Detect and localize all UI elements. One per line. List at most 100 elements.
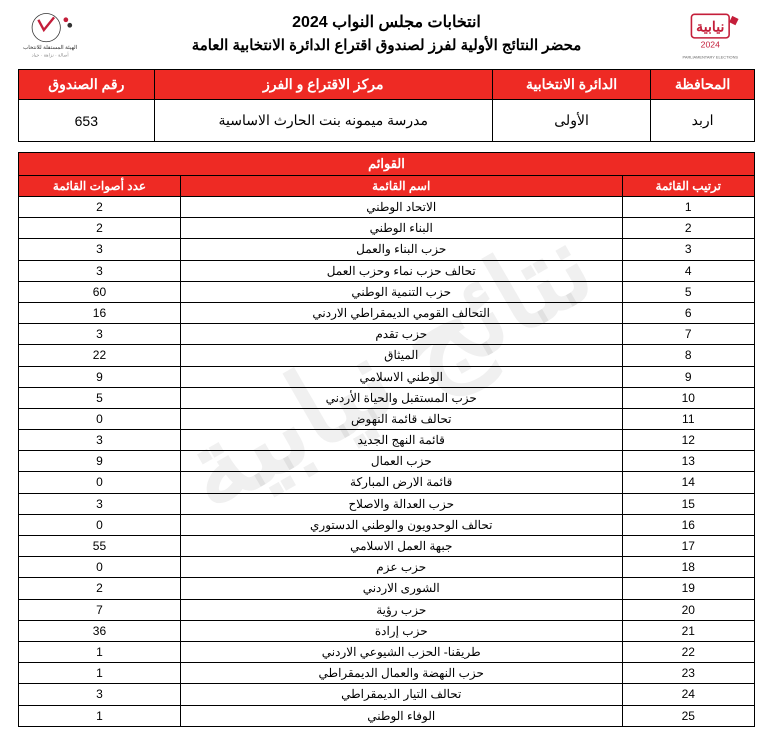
cell-rank: 20 <box>622 599 754 620</box>
cell-rank: 11 <box>622 408 754 429</box>
info-header-row: المحافظة الدائرة الانتخابية مركز الاقترا… <box>19 70 755 100</box>
cell-name: جبهة العمل الاسلامي <box>180 536 622 557</box>
table-row: 19الشورى الاردني2 <box>19 578 755 599</box>
cell-name: حزب عزم <box>180 557 622 578</box>
table-row: 21حزب إرادة36 <box>19 620 755 641</box>
cell-name: حزب العدالة والاصلاح <box>180 493 622 514</box>
cell-name: حزب التنمية الوطني <box>180 281 622 302</box>
cell-rank: 14 <box>622 472 754 493</box>
table-row: 15حزب العدالة والاصلاح3 <box>19 493 755 514</box>
cell-votes: 2 <box>19 197 181 218</box>
cell-name: الشورى الاردني <box>180 578 622 599</box>
cell-name: الاتحاد الوطني <box>180 197 622 218</box>
cell-name: حزب العمال <box>180 451 622 472</box>
cell-votes: 3 <box>19 239 181 260</box>
table-row: 12قائمة النهج الجديد3 <box>19 430 755 451</box>
cell-rank: 21 <box>622 620 754 641</box>
table-row: 3حزب البناء والعمل3 <box>19 239 755 260</box>
table-row: 4تحالف حزب نماء وحزب العمل3 <box>19 260 755 281</box>
cell-votes: 9 <box>19 366 181 387</box>
table-row: 10حزب المستقبل والحياة الأردني5 <box>19 387 755 408</box>
table-row: 16تحالف الوحدويون والوطني الدستوري0 <box>19 514 755 535</box>
info-value-governorate: اربد <box>651 100 755 142</box>
table-row: 17جبهة العمل الاسلامي55 <box>19 536 755 557</box>
cell-rank: 19 <box>622 578 754 599</box>
cell-name: حزب البناء والعمل <box>180 239 622 260</box>
logo-right: نيابية 2024 PARLIAMENTARY ELECTIONS <box>675 8 755 63</box>
cell-name: حزب المستقبل والحياة الأردني <box>180 387 622 408</box>
info-header-governorate: المحافظة <box>651 70 755 100</box>
cell-votes: 3 <box>19 260 181 281</box>
lists-header-rank: ترتيب القائمة <box>622 176 754 197</box>
lists-title: القوائم <box>19 153 755 176</box>
table-row: 20حزب رؤية7 <box>19 599 755 620</box>
cell-rank: 17 <box>622 536 754 557</box>
cell-rank: 12 <box>622 430 754 451</box>
cell-votes: 1 <box>19 663 181 684</box>
table-row: 24تحالف التيار الديمقراطي3 <box>19 684 755 705</box>
table-row: 18حزب عزم0 <box>19 557 755 578</box>
table-row: 7حزب تقدم3 <box>19 324 755 345</box>
info-header-center: مركز الاقتراع و الفرز <box>154 70 492 100</box>
cell-votes: 1 <box>19 641 181 662</box>
cell-rank: 3 <box>622 239 754 260</box>
cell-rank: 23 <box>622 663 754 684</box>
header-titles: انتخابات مجلس النواب 2024 محضر النتائج ا… <box>98 8 675 54</box>
table-row: 9الوطني الاسلامي9 <box>19 366 755 387</box>
info-value-center: مدرسة ميمونه بنت الحارث الاساسية <box>154 100 492 142</box>
cell-votes: 3 <box>19 324 181 345</box>
cell-name: حزب النهضة والعمال الديمقراطي <box>180 663 622 684</box>
cell-rank: 15 <box>622 493 754 514</box>
svg-text:الهيئة المستقلة للانتخاب: الهيئة المستقلة للانتخاب <box>23 44 78 51</box>
info-header-box: رقم الصندوق <box>19 70 155 100</box>
cell-rank: 9 <box>622 366 754 387</box>
cell-name: الميثاق <box>180 345 622 366</box>
info-value-box: 653 <box>19 100 155 142</box>
cell-votes: 3 <box>19 493 181 514</box>
cell-name: تحالف قائمة النهوض <box>180 408 622 429</box>
table-row: 14قائمة الارض المباركة0 <box>19 472 755 493</box>
cell-votes: 1 <box>19 705 181 726</box>
info-value-district: الأولى <box>492 100 650 142</box>
lists-title-row: القوائم <box>19 153 755 176</box>
cell-rank: 22 <box>622 641 754 662</box>
cell-votes: 9 <box>19 451 181 472</box>
cell-name: تحالف الوحدويون والوطني الدستوري <box>180 514 622 535</box>
cell-votes: 2 <box>19 218 181 239</box>
cell-name: الوطني الاسلامي <box>180 366 622 387</box>
table-row: 22طريقنا- الحزب الشيوعي الاردني1 <box>19 641 755 662</box>
info-value-row: اربد الأولى مدرسة ميمونه بنت الحارث الاس… <box>19 100 755 142</box>
cell-rank: 2 <box>622 218 754 239</box>
svg-text:نيابية: نيابية <box>696 19 724 35</box>
cell-rank: 1 <box>622 197 754 218</box>
cell-votes: 3 <box>19 684 181 705</box>
cell-votes: 0 <box>19 472 181 493</box>
table-row: 11تحالف قائمة النهوض0 <box>19 408 755 429</box>
svg-text:2024: 2024 <box>701 39 720 49</box>
page-content: نيابية 2024 PARLIAMENTARY ELECTIONS انتخ… <box>0 0 773 745</box>
cell-rank: 6 <box>622 302 754 323</box>
title-line1: انتخابات مجلس النواب 2024 <box>98 12 675 32</box>
cell-rank: 10 <box>622 387 754 408</box>
lists-header-votes: عدد أصوات القائمة <box>19 176 181 197</box>
table-row: 1الاتحاد الوطني2 <box>19 197 755 218</box>
lists-header-row: ترتيب القائمة اسم القائمة عدد أصوات القا… <box>19 176 755 197</box>
cell-votes: 2 <box>19 578 181 599</box>
cell-name: حزب رؤية <box>180 599 622 620</box>
cell-votes: 16 <box>19 302 181 323</box>
cell-rank: 16 <box>622 514 754 535</box>
cell-rank: 18 <box>622 557 754 578</box>
table-row: 5حزب التنمية الوطني60 <box>19 281 755 302</box>
cell-rank: 13 <box>622 451 754 472</box>
cell-votes: 0 <box>19 514 181 535</box>
cell-votes: 36 <box>19 620 181 641</box>
cell-name: التحالف القومي الديمقراطي الاردني <box>180 302 622 323</box>
cell-votes: 5 <box>19 387 181 408</box>
logo-left: الهيئة المستقلة للانتخاب أصالة · نزاهة ·… <box>18 8 98 63</box>
cell-rank: 24 <box>622 684 754 705</box>
lists-header-name: اسم القائمة <box>180 176 622 197</box>
cell-name: طريقنا- الحزب الشيوعي الاردني <box>180 641 622 662</box>
cell-rank: 25 <box>622 705 754 726</box>
svg-text:أصالة · نزاهة · حياد: أصالة · نزاهة · حياد <box>32 51 70 59</box>
cell-name: حزب إرادة <box>180 620 622 641</box>
